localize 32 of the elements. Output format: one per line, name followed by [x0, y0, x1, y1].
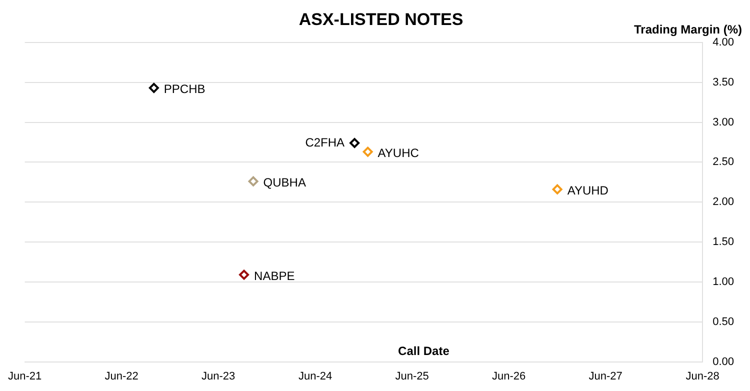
x-tick-label: Jun-26 — [492, 370, 526, 382]
series-label: C2FHA — [305, 135, 345, 150]
x-tick-label: Jun-27 — [588, 370, 622, 382]
chart-title: ASX-LISTED NOTES — [298, 10, 464, 29]
series-label: QUBHA — [263, 176, 306, 190]
point — [362, 146, 373, 157]
x-tick-label: Jun-28 — [686, 370, 720, 382]
y-axis-title: Trading Margin (%) — [634, 22, 742, 37]
point — [148, 82, 159, 93]
series-label: AYUHC — [378, 146, 420, 160]
y-tick-label: 2.50 — [712, 156, 734, 168]
x-axis-title: Call Date — [398, 344, 450, 358]
y-tick-label: 1.00 — [712, 276, 734, 288]
y-tick-label: 2.00 — [712, 196, 734, 208]
y-tick-label: 0.00 — [712, 356, 734, 368]
series-label: NABPE — [254, 269, 295, 284]
series-label: PPCHB — [164, 82, 206, 96]
y-tick-label: 3.50 — [712, 76, 734, 88]
x-tick-label: Jun-25 — [395, 370, 429, 382]
point — [239, 270, 250, 280]
x-tick-label: Jun-22 — [104, 370, 138, 382]
y-tick-label: 3.00 — [712, 116, 734, 128]
point — [248, 176, 258, 186]
point — [350, 138, 360, 148]
x-tick-label: Jun-21 — [8, 370, 42, 382]
y-tick-label: 1.50 — [712, 236, 734, 248]
series-label: AYUHD — [567, 184, 609, 198]
x-tick-label: Jun-24 — [298, 370, 332, 382]
y-tick-label: 4.00 — [712, 36, 734, 48]
x-tick-label: Jun-23 — [201, 370, 236, 382]
point — [552, 184, 562, 194]
y-tick-label: 0.50 — [712, 316, 734, 328]
